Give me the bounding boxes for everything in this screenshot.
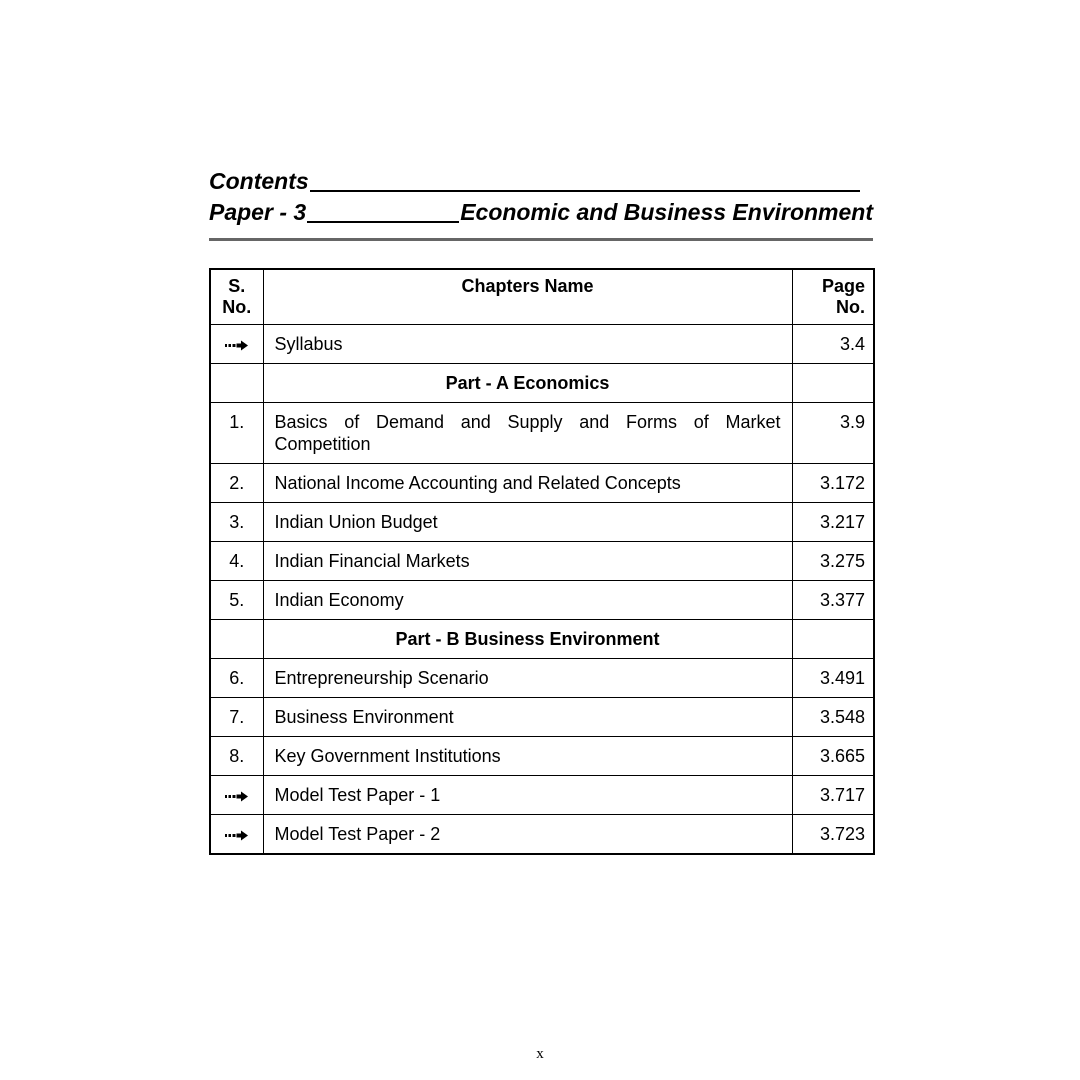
chapters-column-header: Chapters Name: [262, 268, 793, 325]
page-cell: [791, 619, 875, 659]
contents-heading-row: Contents: [209, 167, 873, 195]
paper-label: Paper - 3: [209, 199, 307, 225]
table-row: 3. Indian Union Budget 3.217: [209, 502, 875, 542]
table-row: 4. Indian Financial Markets 3.275: [209, 541, 875, 581]
sno-cell: 3.: [209, 502, 264, 542]
dashed-arrow-icon: [224, 340, 248, 351]
page-number: x: [536, 1046, 544, 1062]
chapter-name-cell: Basics of Demand and Supply and Forms of…: [262, 402, 793, 464]
chapter-name-cell: Business Environment: [262, 697, 793, 737]
sno-cell: 7.: [209, 697, 264, 737]
sno-cell: 2.: [209, 463, 264, 503]
table-row: 6. Entrepreneurship Scenario 3.491: [209, 658, 875, 698]
chapter-name-cell: Indian Financial Markets: [262, 541, 793, 581]
page-column-header: Page No.: [791, 268, 875, 325]
header-rule: [209, 238, 873, 241]
page-number-cell: 3.548: [791, 697, 875, 737]
serial-number: 7.: [229, 707, 245, 727]
sno-cell: [209, 775, 264, 815]
section-title: Part - A Economics: [262, 363, 793, 403]
page-number-cell: 3.275: [791, 541, 875, 581]
section-row: Part - A Economics: [209, 363, 875, 403]
sno-cell: 1.: [209, 402, 264, 464]
table-row: 1. Basics of Demand and Supply and Forms …: [209, 402, 875, 464]
serial-number: 4.: [229, 551, 245, 571]
sno-cell: [209, 619, 264, 659]
sno-cell: [209, 814, 264, 855]
chapter-name-cell: Model Test Paper - 1: [262, 775, 793, 815]
page-number-cell: 3.665: [791, 736, 875, 776]
page-number-cell: 3.717: [791, 775, 875, 815]
serial-number: 6.: [229, 668, 245, 688]
serial-number: 5.: [229, 590, 245, 610]
toc-table-body: Syllabus 3.4 Part - A Economics 1. Basics of…: [209, 324, 875, 855]
table-row: 8. Key Government Institutions 3.665: [209, 736, 875, 776]
table-row: 2. National Income Accounting and Related…: [209, 463, 875, 503]
page-number-cell: 3.723: [791, 814, 875, 855]
contents-underline: [309, 167, 861, 195]
serial-number: 3.: [229, 512, 245, 532]
sno-cell: [209, 363, 264, 403]
page-number-cell: 3.4: [791, 324, 875, 364]
content-area: Contents Paper - 3 Economic and Business…: [209, 167, 875, 855]
sno-cell: 6.: [209, 658, 264, 698]
table-row: Syllabus 3.4: [209, 324, 875, 364]
section-title: Part - B Business Environment: [262, 619, 793, 659]
chapter-name-cell: Indian Economy: [262, 580, 793, 620]
chapter-name-cell: Entrepreneurship Scenario: [262, 658, 793, 698]
contents-heading: Contents: [209, 168, 309, 194]
page-number-cell: 3.491: [791, 658, 875, 698]
sno-cell: 5.: [209, 580, 264, 620]
table-row: Model Test Paper - 2 3.723: [209, 814, 875, 855]
dashed-arrow-icon: [224, 830, 248, 841]
chapter-name-cell: Syllabus: [262, 324, 793, 364]
paper-underline: [306, 198, 460, 226]
page-number-cell: 3.217: [791, 502, 875, 542]
page-number-cell: 3.9: [791, 402, 875, 464]
sno-cell: [209, 324, 264, 364]
chapter-name-cell: National Income Accounting and Related C…: [262, 463, 793, 503]
page-number-cell: 3.172: [791, 463, 875, 503]
serial-number: 1.: [229, 412, 245, 432]
table-header-row: S. No. Chapters Name Page No.: [209, 268, 875, 325]
chapter-name-cell: Key Government Institutions: [262, 736, 793, 776]
paper-title: Economic and Business Environment: [460, 199, 873, 225]
page-number-cell: 3.377: [791, 580, 875, 620]
table-row: 7. Business Environment 3.548: [209, 697, 875, 737]
chapter-name-cell: Indian Union Budget: [262, 502, 793, 542]
sno-cell: 4.: [209, 541, 264, 581]
table-row: 5. Indian Economy 3.377: [209, 580, 875, 620]
page-cell: [791, 363, 875, 403]
paper-heading-row: Paper - 3 Economic and Business Environm…: [209, 198, 873, 226]
serial-number: 8.: [229, 746, 245, 766]
sno-cell: 8.: [209, 736, 264, 776]
table-row: Model Test Paper - 1 3.717: [209, 775, 875, 815]
serial-number: 2.: [229, 473, 245, 493]
sno-column-header: S. No.: [209, 268, 264, 325]
section-row: Part - B Business Environment: [209, 619, 875, 659]
toc-table: S. No. Chapters Name Page No. Syllabus 3.…: [209, 268, 875, 855]
chapter-name-cell: Model Test Paper - 2: [262, 814, 793, 855]
dashed-arrow-icon: [224, 791, 248, 802]
